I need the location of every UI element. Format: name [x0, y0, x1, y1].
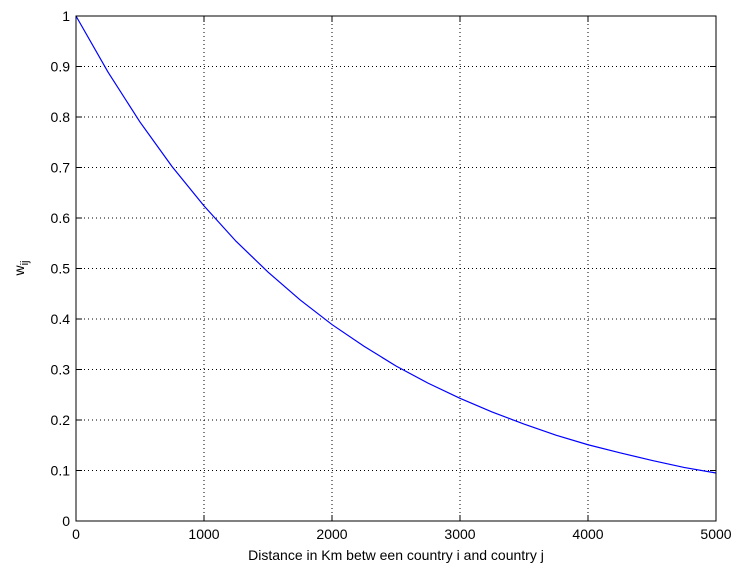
- y-tick-label: 0.4: [51, 311, 71, 327]
- y-tick-label: 0.8: [51, 109, 71, 125]
- y-tick-label: 0.9: [51, 59, 71, 75]
- y-tick-label: 0.1: [51, 463, 71, 479]
- data-line: [75, 15, 717, 474]
- x-axis-label: Distance in Km betw een country i and co…: [248, 547, 544, 563]
- x-tick-label: 4000: [572, 526, 603, 542]
- x-tick-label: 1000: [188, 526, 219, 542]
- y-tick-label: 1: [62, 8, 70, 24]
- y-tick-label: 0.2: [51, 412, 71, 428]
- y-axis-label-main: w: [11, 265, 27, 277]
- y-tick-label: 0.7: [51, 160, 71, 176]
- y-tick-label: 0: [62, 513, 70, 529]
- y-axis-label: wij: [11, 260, 31, 276]
- x-tick-label: 2000: [316, 526, 347, 542]
- grid-lines: [76, 16, 716, 521]
- axis-ticks: 0 1000 2000 3000 4000 5000 0 0.1 0.2 0.3 0.4 0.5 0.6…: [51, 8, 732, 542]
- x-tick-label: 0: [72, 526, 80, 542]
- y-tick-label: 0.6: [51, 210, 71, 226]
- x-tick-label: 5000: [700, 526, 731, 542]
- x-tick-label: 3000: [444, 526, 475, 542]
- y-tick-label: 0.3: [51, 362, 71, 378]
- y-axis-label-subscript: ij: [19, 260, 31, 265]
- y-tick-label: 0.5: [51, 261, 71, 277]
